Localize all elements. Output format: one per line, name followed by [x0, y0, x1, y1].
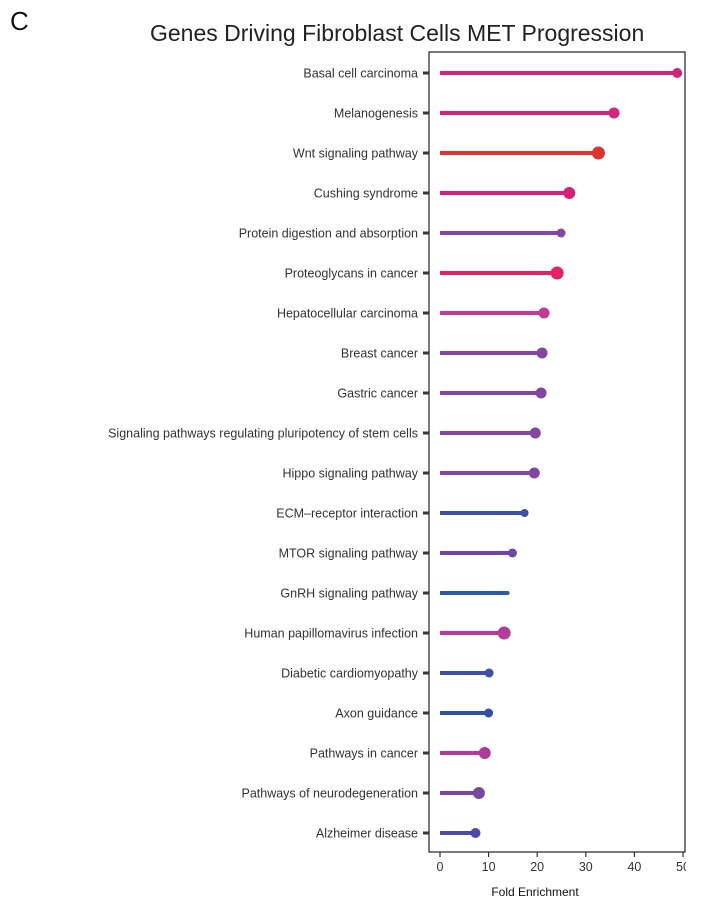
lollipop-chart: 0 10 20 30 40 50 Basal cell carcinoma Melanogen… — [108, 51, 686, 899]
lollipop-dot — [478, 747, 491, 759]
x-tick-label: 50 — [676, 860, 686, 874]
lollipop-dot — [550, 266, 564, 280]
lollipop-dot — [591, 146, 605, 160]
x-tick-label: 30 — [579, 860, 593, 874]
lollipop-dot — [535, 387, 547, 399]
y-tick-label: Signaling pathways regulating pluripoten… — [108, 427, 418, 441]
lollipop-dot — [520, 509, 529, 517]
lollipop-dot — [563, 187, 576, 199]
lollipop-dot — [484, 668, 494, 678]
y-tick-label: Basal cell carcinoma — [303, 67, 418, 81]
lollipop-dot — [470, 828, 481, 838]
y-tick-label: ECM–receptor interaction — [276, 507, 418, 521]
y-tick-label: Axon guidance — [335, 707, 418, 721]
y-tick-label: Wnt signaling pathway — [293, 147, 419, 161]
lollipop-dot — [528, 467, 540, 479]
lollipop-dot — [536, 347, 548, 359]
lollipop-dot — [505, 591, 510, 595]
lollipop-dot — [484, 708, 494, 718]
y-tick-label: Protein digestion and absorption — [239, 227, 418, 241]
y-tick-label: Melanogenesis — [334, 107, 418, 121]
x-tick-label: 20 — [530, 860, 544, 874]
x-tick-label: 0 — [437, 860, 444, 874]
y-tick-label: Gastric cancer — [337, 387, 418, 401]
chart-title: Genes Driving Fibroblast Cells MET Progr… — [150, 20, 645, 46]
y-tick-label: GnRH signaling pathway — [280, 587, 418, 601]
x-tick-label: 40 — [627, 860, 641, 874]
x-tick-label: 10 — [482, 860, 496, 874]
y-tick-label: Hippo signaling pathway — [282, 467, 418, 481]
x-axis-label: Fold Enrichment — [491, 885, 579, 899]
plot-area: 0 10 20 30 40 50 Basal cell carcinoma Melanogen… — [108, 51, 686, 874]
y-tick-label: MTOR signaling pathway — [279, 547, 419, 561]
y-tick-label: Proteoglycans in cancer — [285, 267, 418, 281]
lollipop-dot — [538, 307, 550, 319]
y-tick-label: Cushing syndrome — [314, 187, 418, 201]
y-tick-label: Human papillomavirus infection — [244, 627, 418, 641]
y-tick-label: Alzheimer disease — [316, 827, 418, 841]
y-tick-label: Breast cancer — [341, 347, 418, 361]
lollipop-dot — [529, 427, 541, 439]
lollipop-dot — [556, 228, 566, 238]
panel-letter: C — [10, 6, 29, 36]
y-tick-label: Diabetic cardiomyopathy — [281, 667, 419, 681]
lollipop-dot — [472, 787, 485, 799]
y-tick-label: Hepatocellular carcinoma — [277, 307, 418, 321]
lollipop-dot — [608, 107, 620, 119]
y-tick-label: Pathways of neurodegeneration — [241, 787, 418, 801]
plot-frame — [428, 51, 686, 853]
lollipop-dot — [507, 548, 517, 558]
y-tick-label: Pathways in cancer — [310, 747, 418, 761]
lollipop-dot — [497, 626, 511, 640]
lollipop-dot — [672, 68, 683, 78]
